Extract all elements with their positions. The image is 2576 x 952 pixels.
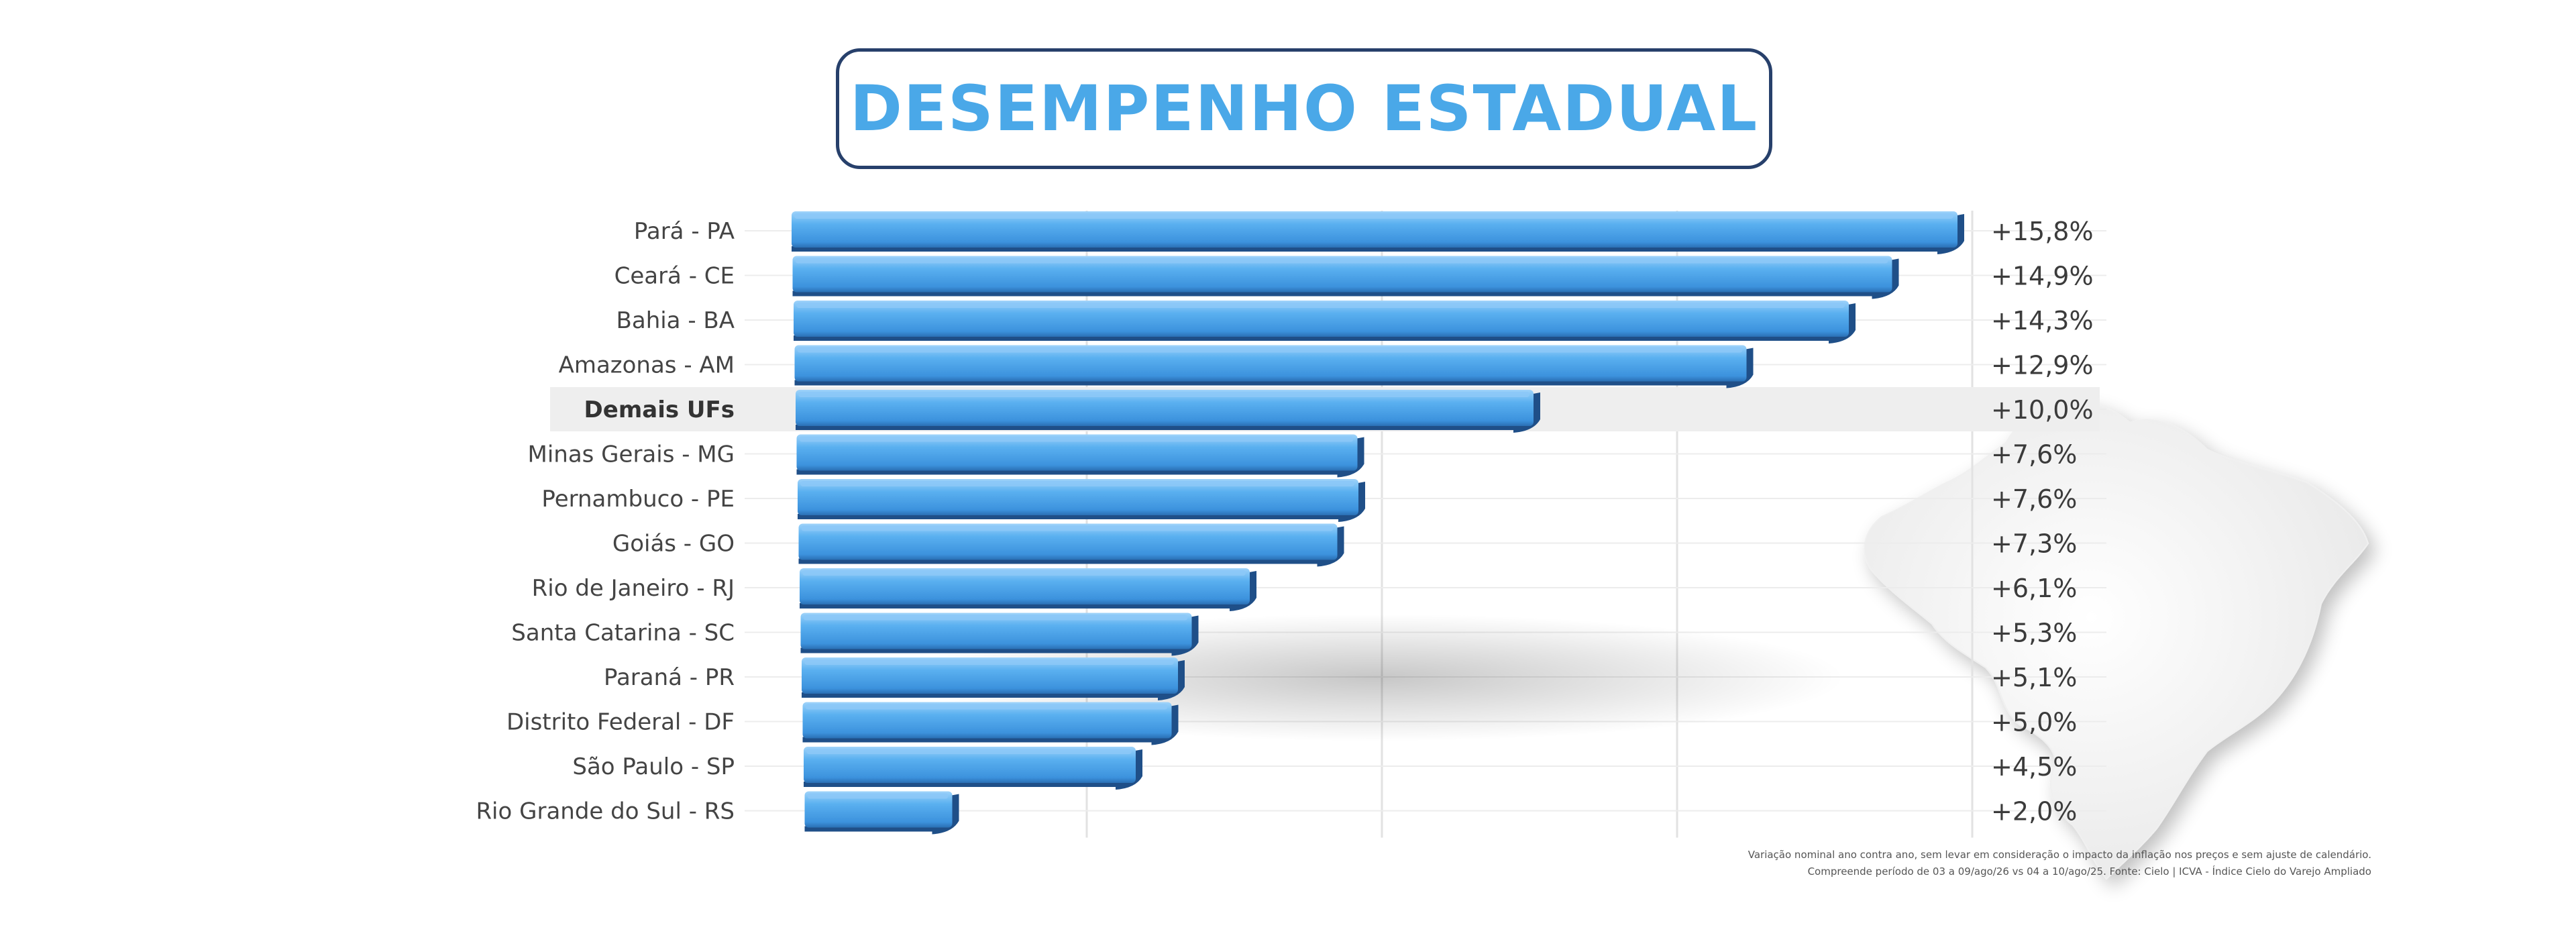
bar-bottom-8 (800, 603, 1236, 609)
bar-body-11 (802, 702, 1172, 739)
value-label-11: +5,0% (1991, 708, 2077, 737)
bar-bottom-5 (796, 469, 1344, 475)
value-label-9: +5,3% (1991, 619, 2077, 648)
value-label-0: +15,8% (1991, 217, 2094, 246)
bar-body-6 (798, 479, 1358, 515)
value-label-7: +7,3% (1991, 529, 2077, 559)
value-label-10: +5,1% (1991, 663, 2077, 692)
category-label-4: Demais UFs (584, 396, 735, 423)
bar-highlight-8 (802, 570, 1246, 576)
bar-highlight-5 (799, 436, 1354, 442)
value-label-8: +6,1% (1991, 574, 2077, 603)
value-label-6: +7,6% (1991, 484, 2077, 514)
category-label-12: São Paulo - SP (572, 753, 735, 780)
bar-3 (794, 345, 1754, 388)
chart-title: DESEMPENHO ESTADUAL (849, 72, 1759, 146)
category-label-5: Minas Gerais - MG (528, 441, 735, 468)
bar-bottom-12 (804, 782, 1122, 787)
bar-7 (798, 523, 1344, 567)
category-label-13: Rio Grande do Sul - RS (476, 798, 735, 825)
bar-8 (800, 568, 1256, 611)
bar-bottom-13 (804, 826, 939, 832)
bar-bottom-10 (802, 692, 1165, 698)
bar-bottom-1 (792, 290, 1879, 297)
category-label-11: Distrito Federal - DF (506, 709, 735, 736)
bar-body-4 (796, 390, 1534, 426)
value-labels: +15,8% +14,9% +14,3% +12,9% +10,0% +7,6% +7,6%… (1991, 217, 2094, 827)
bar-body-3 (794, 345, 1747, 382)
value-label-5: +7,6% (1991, 440, 2077, 470)
bars (792, 211, 1964, 835)
bar-bottom-9 (800, 647, 1179, 653)
category-label-8: Rio de Janeiro - RJ (532, 575, 735, 602)
bar-highlight-12 (806, 749, 1132, 754)
bar-bottom-7 (798, 558, 1324, 564)
bar-highlight-9 (803, 615, 1188, 621)
bar-highlight-13 (807, 793, 949, 799)
bar-bottom-6 (798, 514, 1345, 519)
category-labels: Pará - PA Ceará - CE Bahia - BA Amazonas - … (476, 218, 735, 825)
bar-12 (804, 747, 1142, 790)
bar-highlight-11 (805, 704, 1168, 710)
category-label-7: Goiás - GO (612, 531, 735, 558)
bar-11 (802, 702, 1179, 745)
bar-9 (800, 613, 1199, 656)
value-label-2: +14,3% (1991, 306, 2094, 335)
bar-body-0 (792, 211, 1957, 248)
bar-highlight-2 (796, 303, 1845, 308)
bar-1 (792, 256, 1899, 299)
bar-highlight-1 (795, 258, 1888, 264)
footnote-line-2: Compreende período de 03 a 09/ago/26 vs … (1807, 865, 2371, 878)
bar-4 (796, 390, 1540, 433)
bar-bottom-0 (792, 246, 1944, 252)
value-label-12: +4,5% (1991, 752, 2077, 782)
category-label-2: Bahia - BA (616, 307, 735, 334)
bar-body-12 (804, 747, 1136, 783)
bar-body-7 (798, 523, 1338, 560)
bar-13 (804, 791, 959, 835)
bar-10 (802, 657, 1185, 700)
brazil-map-icon (1864, 401, 2369, 880)
bar-2 (794, 301, 1856, 343)
bar-highlight-4 (798, 392, 1529, 397)
bar-highlight-3 (797, 347, 1743, 353)
bar-body-10 (802, 657, 1178, 694)
category-label-1: Ceará - CE (614, 263, 735, 290)
bar-bottom-2 (794, 335, 1835, 341)
category-label-9: Santa Catarina - SC (511, 620, 735, 647)
title-box: DESEMPENHO ESTADUAL (836, 48, 1772, 169)
value-label-4: +10,0% (1991, 395, 2094, 425)
bar-highlight-6 (800, 481, 1354, 486)
category-label-0: Pará - PA (634, 218, 735, 245)
bar-body-9 (800, 613, 1192, 649)
footnote: Variação nominal ano contra ano, sem lev… (1432, 847, 2371, 880)
value-label-13: +2,0% (1991, 797, 2077, 827)
value-label-1: +14,9% (1991, 262, 2094, 291)
bar-highlight-7 (801, 525, 1334, 531)
bar-highlight-10 (804, 659, 1174, 665)
bar-5 (796, 434, 1364, 478)
bar-highlight-0 (794, 213, 1953, 219)
bar-bottom-3 (794, 380, 1733, 386)
category-label-3: Amazonas - AM (559, 352, 735, 379)
category-label-6: Pernambuco - PE (541, 486, 735, 513)
bar-body-5 (796, 434, 1358, 471)
bar-body-13 (804, 791, 953, 828)
category-label-10: Paraná - PR (604, 664, 735, 691)
footnote-line-1: Variação nominal ano contra ano, sem lev… (1748, 849, 2371, 861)
bar-0 (792, 211, 1964, 254)
value-label-3: +12,9% (1991, 351, 2094, 380)
bar-bottom-11 (802, 737, 1159, 743)
bar-body-1 (792, 256, 1892, 293)
bar-bottom-4 (796, 425, 1520, 430)
bar-body-2 (794, 301, 1849, 337)
bar-6 (798, 479, 1365, 522)
bar-body-8 (800, 568, 1250, 604)
